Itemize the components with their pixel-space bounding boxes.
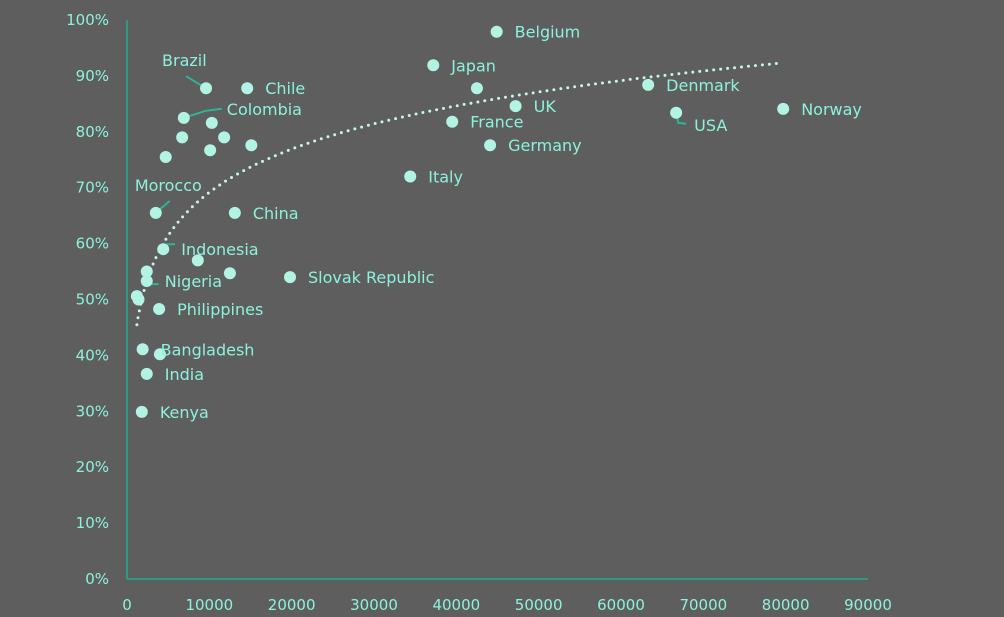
data-point-marker[interactable] [205, 116, 218, 129]
data-point-marker[interactable] [470, 82, 483, 95]
x-tick-label: 60000 [597, 596, 645, 614]
x-tick-label: 30000 [350, 596, 398, 614]
point-label: Slovak Republic [308, 268, 434, 287]
data-point-marker[interactable] [135, 405, 148, 418]
data-point-marker[interactable] [228, 206, 241, 219]
data-point-marker[interactable] [140, 265, 153, 278]
x-tick-label: 80000 [762, 596, 810, 614]
y-tick-label: 10% [76, 514, 109, 532]
point-label: Nigeria [165, 272, 222, 291]
point-label: Japan [450, 56, 496, 75]
y-tick-label: 50% [76, 291, 109, 309]
data-points [130, 25, 790, 418]
y-tick-label: 0% [85, 570, 109, 588]
data-point-marker[interactable] [446, 115, 459, 128]
data-point-marker[interactable] [204, 144, 217, 157]
point-label: Philippines [177, 300, 263, 319]
data-point-marker[interactable] [484, 139, 497, 152]
y-axis: 0% 10% 20% 30% 40% 50% 60% 70% 80% 90% 100% [66, 11, 128, 588]
data-point-marker[interactable] [245, 139, 258, 152]
point-label: Norway [801, 100, 862, 119]
data-point-marker[interactable] [218, 131, 231, 144]
point-label: India [165, 365, 204, 384]
trendline-path [135, 61, 783, 327]
y-tick-label: 90% [76, 67, 109, 85]
point-label: Denmark [666, 76, 740, 95]
point-label: Kenya [160, 403, 209, 422]
y-tick-label: 60% [76, 235, 109, 253]
data-point-marker[interactable] [191, 254, 204, 267]
data-point-marker[interactable] [159, 150, 172, 163]
data-point-marker[interactable] [241, 82, 254, 95]
x-axis: 0 10000 20000 30000 40000 50000 60000 70000 8000… [122, 578, 892, 614]
data-point-marker[interactable] [490, 25, 503, 38]
data-point-marker[interactable] [427, 59, 440, 72]
leader-line [183, 107, 222, 119]
point-label: Chile [265, 79, 305, 98]
y-tick-label: 80% [76, 123, 109, 141]
x-tick-label: 50000 [515, 596, 563, 614]
point-label: Brazil [162, 51, 207, 70]
data-point-marker[interactable] [223, 267, 236, 280]
x-tick-label: 0 [122, 596, 132, 614]
point-label: France [470, 113, 523, 132]
data-point-marker[interactable] [777, 102, 790, 115]
point-label: Belgium [515, 23, 581, 42]
data-point-marker[interactable] [176, 131, 189, 144]
data-point-marker[interactable] [509, 100, 522, 113]
x-tick-label: 10000 [185, 596, 233, 614]
data-point-marker[interactable] [132, 293, 145, 306]
data-point-marker[interactable] [200, 82, 213, 95]
x-tick-label: 40000 [432, 596, 480, 614]
trendline [135, 61, 783, 327]
point-label: Italy [428, 168, 463, 187]
data-point-marker[interactable] [149, 206, 162, 219]
x-tick-label: 70000 [679, 596, 727, 614]
data-point-marker[interactable] [157, 243, 170, 256]
data-point-marker[interactable] [177, 111, 190, 124]
point-label: Bangladesh [161, 340, 255, 359]
data-point-marker[interactable] [153, 348, 166, 361]
x-tick-label: 20000 [268, 596, 316, 614]
data-point-marker[interactable] [140, 367, 153, 380]
point-label: Morocco [135, 176, 202, 195]
point-label: Indonesia [181, 240, 258, 259]
point-label: Germany [508, 136, 582, 155]
data-point-marker[interactable] [642, 78, 655, 91]
point-labels: Belgium Japan Denmark UK Norway USA France Germ… [135, 23, 862, 422]
y-tick-label: 100% [66, 11, 109, 29]
y-tick-label: 40% [76, 346, 109, 364]
x-tick-label: 90000 [844, 596, 892, 614]
point-label: USA [694, 116, 727, 135]
y-tick-label: 20% [76, 458, 109, 476]
point-label: China [253, 204, 299, 223]
data-point-marker[interactable] [670, 106, 683, 119]
data-point-marker[interactable] [140, 275, 153, 288]
data-point-marker[interactable] [284, 271, 297, 284]
point-label: Colombia [227, 100, 302, 119]
data-point-marker[interactable] [136, 343, 149, 356]
point-label: UK [534, 97, 557, 116]
y-tick-label: 30% [76, 402, 109, 420]
y-tick-label: 70% [76, 179, 109, 197]
data-point-marker[interactable] [153, 303, 166, 316]
data-point-marker[interactable] [404, 170, 417, 183]
